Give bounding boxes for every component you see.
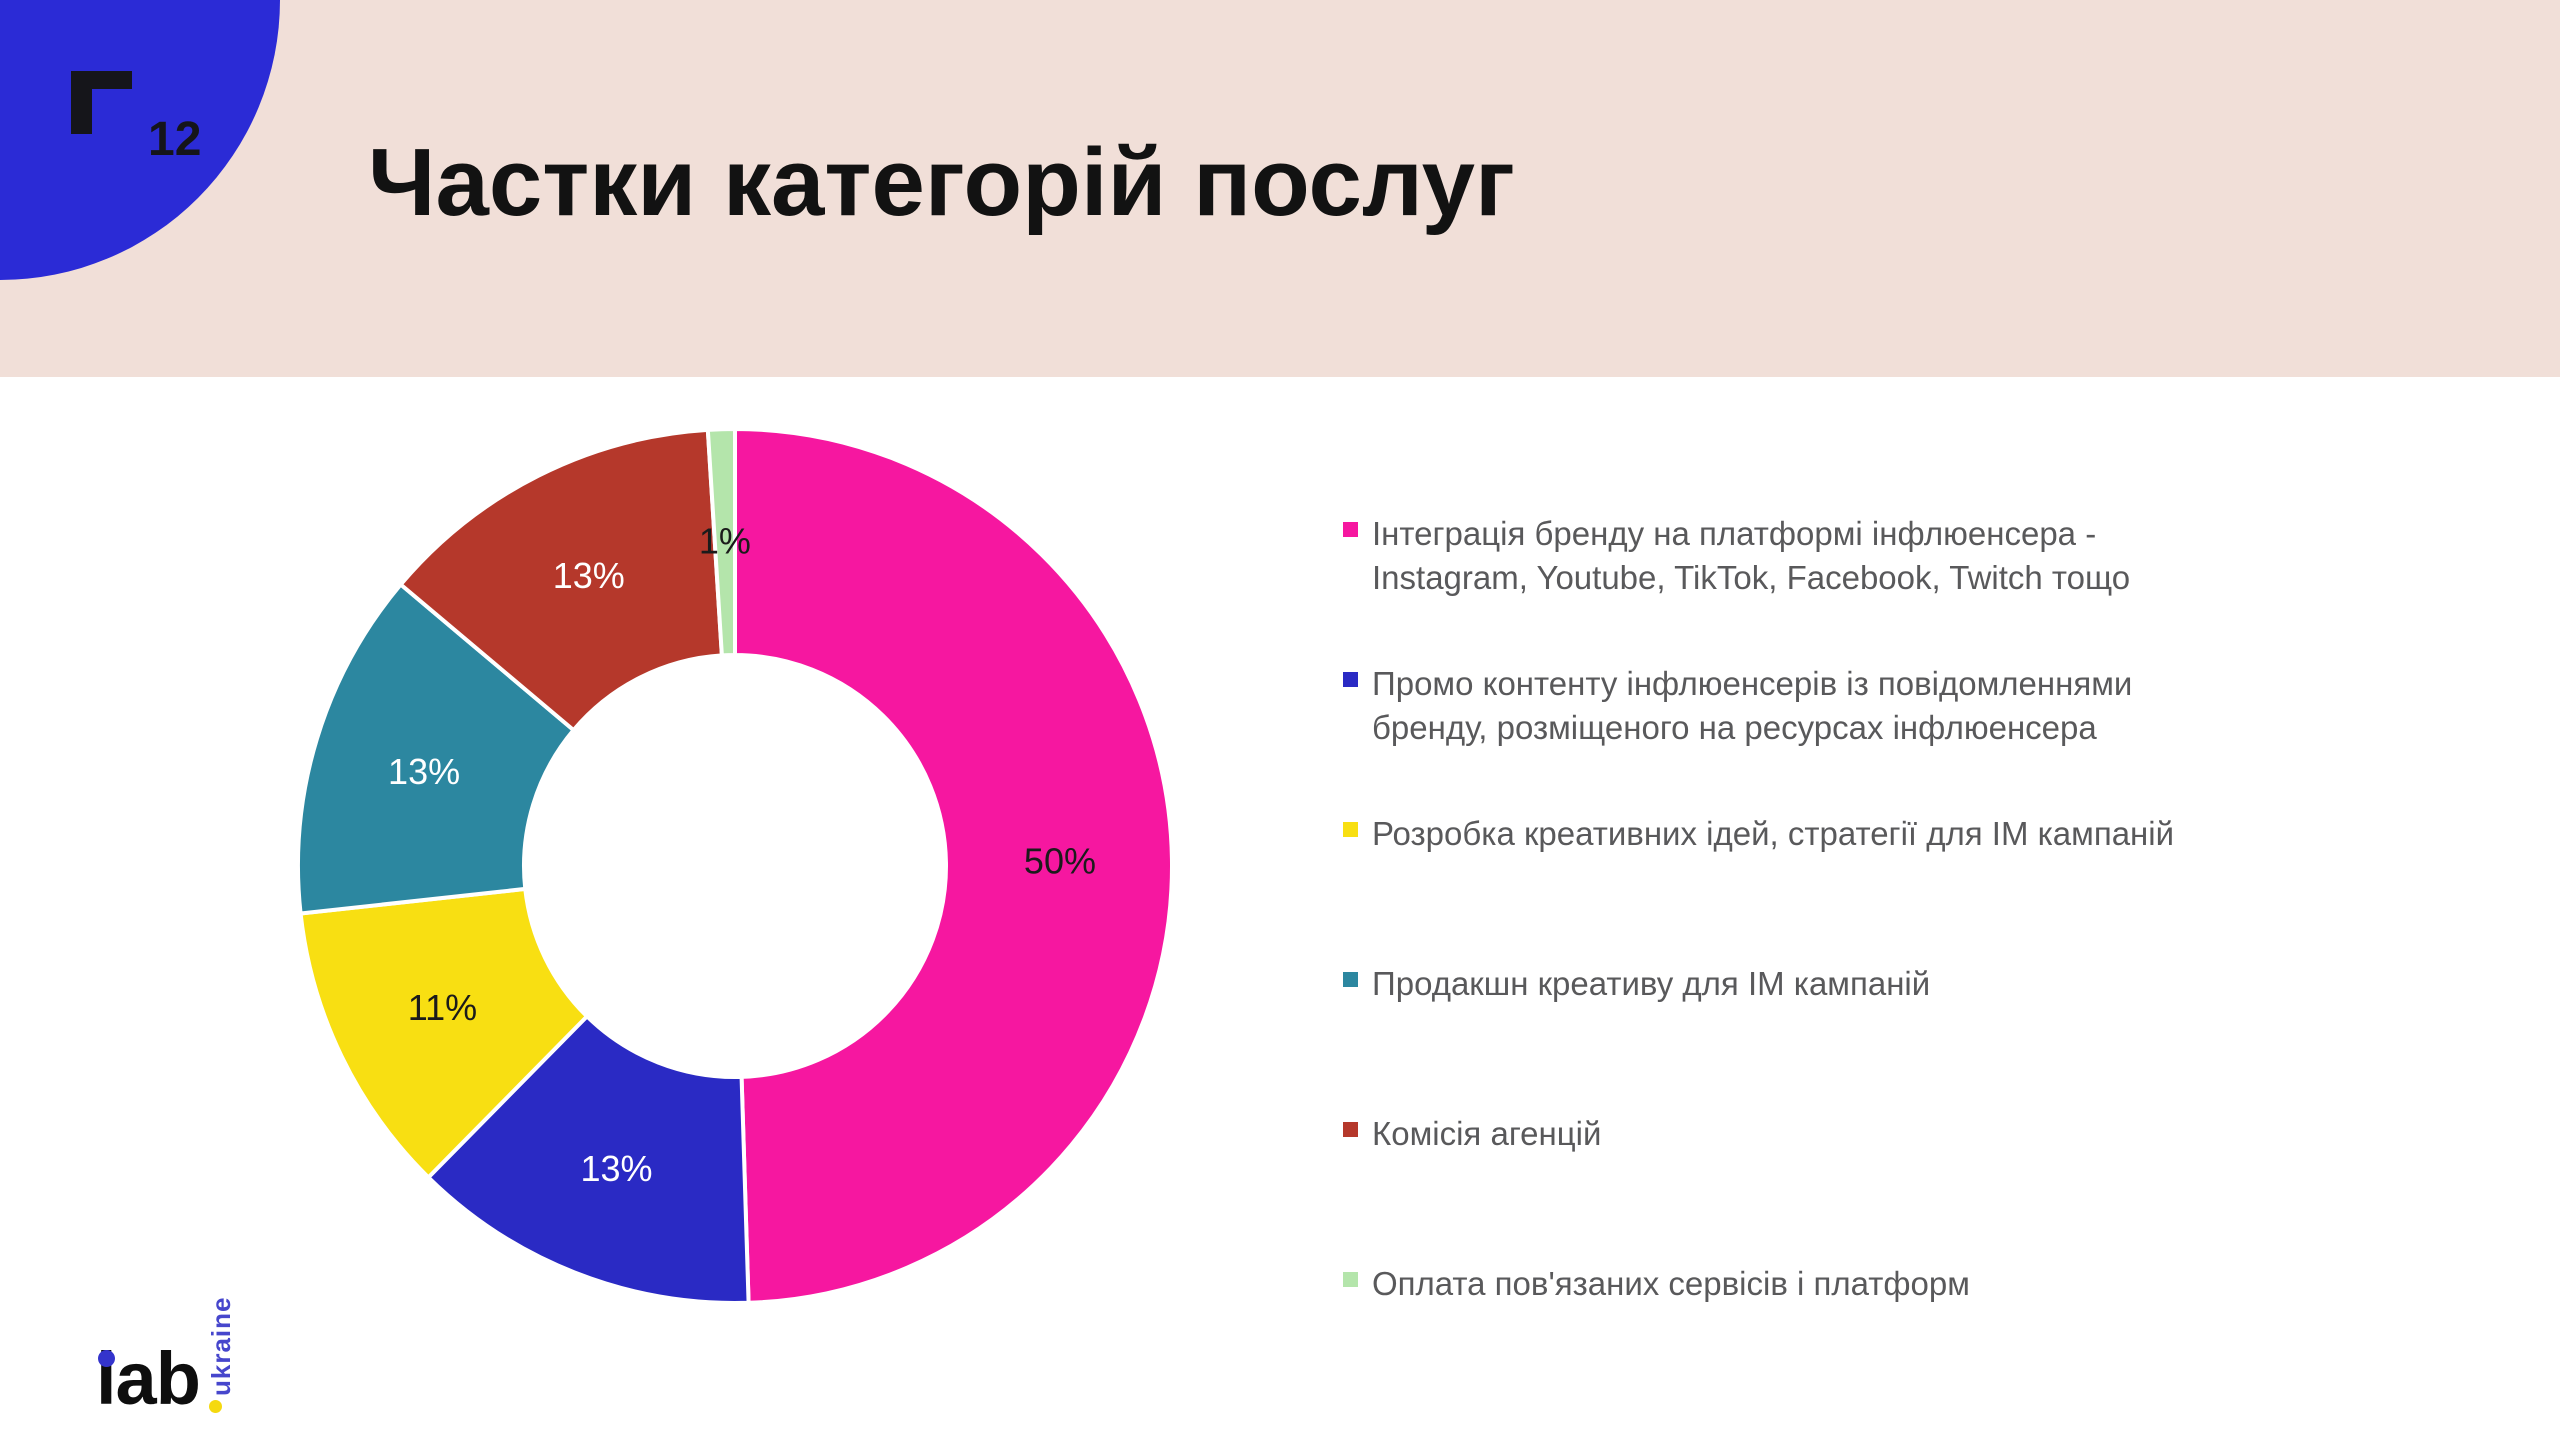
- slice-value-label: 11%: [408, 987, 477, 1028]
- page-title: Частки категорій послуг: [368, 129, 1516, 236]
- iab-ukraine-logo: iab ukraine: [96, 1296, 256, 1421]
- legend-label: Оплата пов'язаних сервісів і платформ: [1372, 1265, 1970, 1302]
- legend-label: Розробка креативних ідей, стратегії для …: [1372, 815, 2175, 852]
- donut-slice: [298, 886, 589, 1180]
- legend-marker: [1343, 1272, 1358, 1287]
- donut-slice: [296, 582, 576, 916]
- donut-chart: 50% 13% 11% 13% 13% 1%: [296, 427, 1175, 1305]
- legend-label: Комісія агенцій: [1372, 1115, 1602, 1152]
- legend-marker: [1343, 672, 1358, 687]
- logo-ukraine-dot-icon: [209, 1400, 222, 1413]
- slice-value-label: 13%: [388, 751, 460, 792]
- legend-marker: [1343, 972, 1358, 987]
- legend-item: Комісія агенцій: [1343, 1112, 1601, 1156]
- slice-value-label: 1%: [699, 521, 751, 562]
- slice-value-label: 13%: [553, 555, 625, 596]
- legend-item: Інтеграція бренду на платформі інфлюенсе…: [1343, 512, 2130, 600]
- legend-marker: [1343, 822, 1358, 837]
- legend-label: Інтеграція бренду на платформі інфлюенсе…: [1372, 515, 2131, 596]
- logo-i-dot-icon: [98, 1350, 115, 1367]
- legend-item: Промо контенту інфлюенсерів із повідомле…: [1343, 662, 2132, 750]
- header-band: [0, 0, 2560, 377]
- donut-slice: [733, 427, 1175, 1305]
- page-number: 12: [148, 113, 202, 166]
- logo-ukraine-text: ukraine: [206, 1296, 236, 1397]
- legend-marker: [1343, 522, 1358, 537]
- legend-marker: [1343, 1122, 1358, 1137]
- legend-item: Розробка креативних ідей, стратегії для …: [1343, 812, 2174, 856]
- slice-value-label: 13%: [580, 1148, 652, 1189]
- legend-label: Промо контенту інфлюенсерів із повідомле…: [1372, 665, 2133, 746]
- legend-item: Оплата пов'язаних сервісів і платформ: [1343, 1262, 1970, 1306]
- corner-bracket-icon: [71, 71, 132, 134]
- donut-slice: [398, 427, 724, 733]
- donut-slice: [426, 1014, 751, 1305]
- slice-value-label: 50%: [1024, 840, 1096, 881]
- legend-label: Продакшн креативу для ІМ кампаній: [1372, 965, 1931, 1002]
- donut-slice: [705, 427, 737, 658]
- legend-item: Продакшн креативу для ІМ кампаній: [1343, 962, 1930, 1006]
